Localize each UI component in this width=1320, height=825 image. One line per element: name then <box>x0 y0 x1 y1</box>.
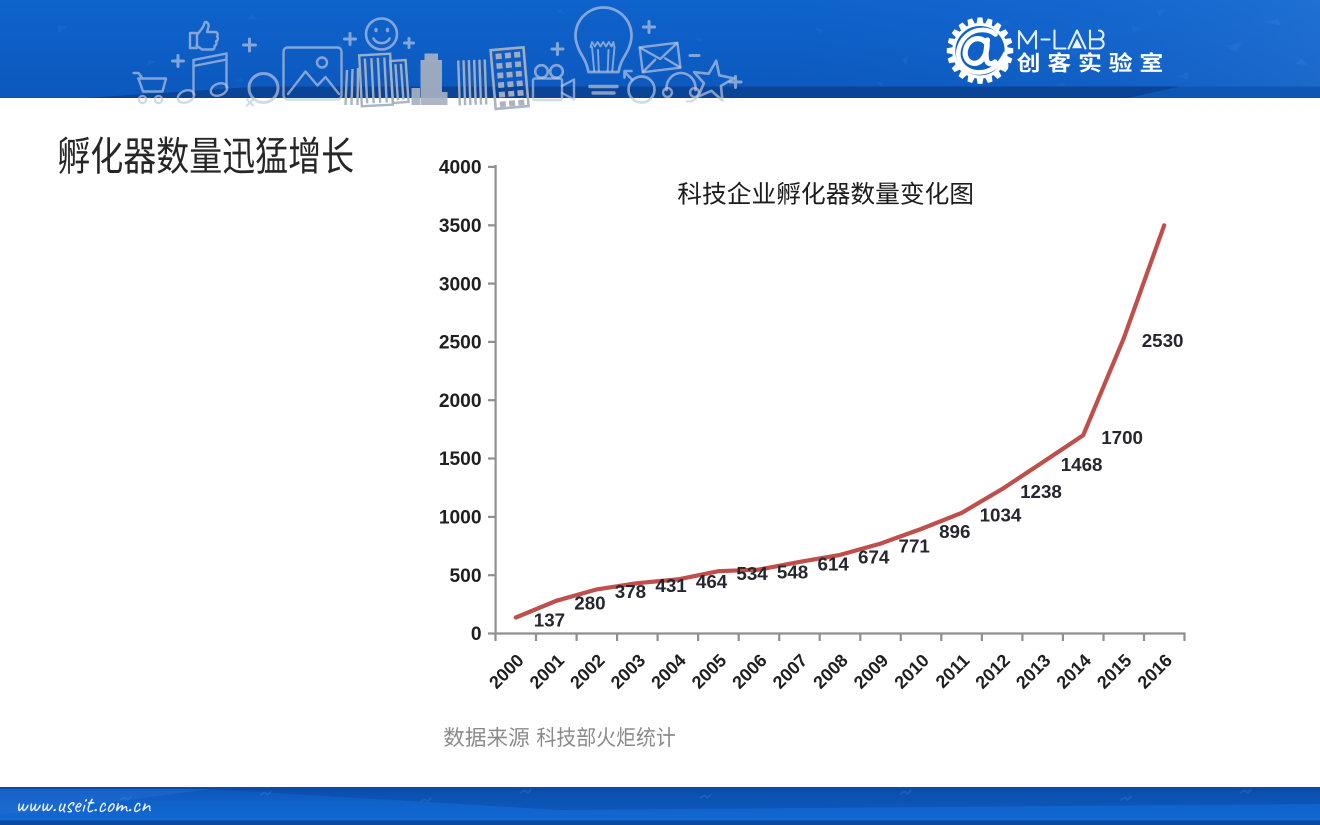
svg-text:2500: 2500 <box>439 333 482 354</box>
svg-text:548: 548 <box>777 561 808 582</box>
svg-text:431: 431 <box>655 575 686 596</box>
svg-text:2530: 2530 <box>1142 330 1184 351</box>
svg-text:3500: 3500 <box>439 216 482 237</box>
svg-text:1238: 1238 <box>1020 481 1062 502</box>
svg-text:137: 137 <box>534 609 565 630</box>
svg-text:378: 378 <box>615 581 646 602</box>
svg-text:1468: 1468 <box>1061 454 1103 475</box>
svg-text:1034: 1034 <box>980 505 1022 526</box>
svg-text:614: 614 <box>818 554 850 575</box>
svg-text:3000: 3000 <box>439 274 482 295</box>
svg-text:0: 0 <box>471 624 482 645</box>
svg-text:896: 896 <box>939 521 970 542</box>
svg-text:464: 464 <box>696 571 728 592</box>
svg-text:1500: 1500 <box>439 449 482 470</box>
svg-text:1000: 1000 <box>439 508 482 529</box>
svg-text:280: 280 <box>574 593 605 614</box>
svg-text:4000: 4000 <box>439 158 482 179</box>
svg-text:1700: 1700 <box>1101 427 1143 448</box>
svg-text:2000: 2000 <box>439 391 482 412</box>
svg-text:674: 674 <box>858 547 890 568</box>
svg-text:500: 500 <box>449 566 481 587</box>
svg-text:771: 771 <box>899 535 930 556</box>
svg-text:534: 534 <box>736 563 768 584</box>
